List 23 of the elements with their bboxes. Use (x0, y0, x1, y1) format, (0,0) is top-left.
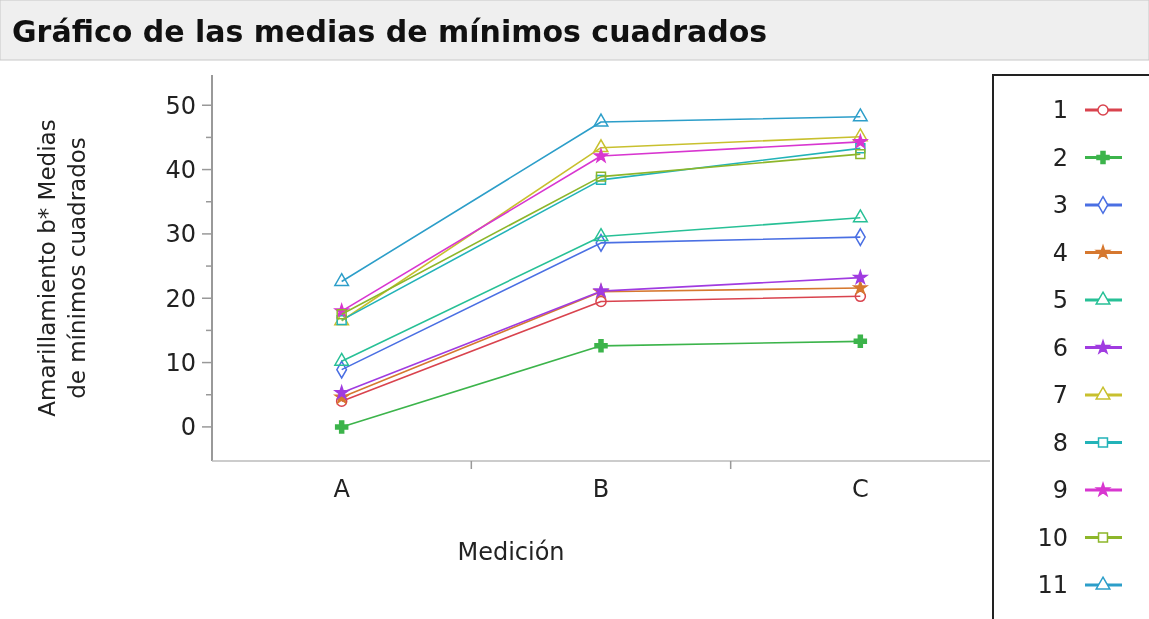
legend-label: 2 (1052, 143, 1068, 172)
legend-label: 5 (1052, 286, 1068, 315)
y-tick-label: 10 (165, 348, 196, 377)
legend-label: 7 (1052, 381, 1068, 410)
y-tick-label: 0 (180, 413, 196, 442)
legend-label: 1 (1052, 96, 1068, 125)
legend-label: 9 (1052, 476, 1068, 505)
y-tick-label: 40 (165, 155, 196, 184)
legend-label: 10 (1037, 523, 1068, 552)
y-tick-label: 50 (165, 91, 196, 120)
x-axis-title: Medición (457, 538, 565, 566)
y-tick-label: 30 (165, 220, 196, 249)
legend-label: 8 (1052, 428, 1068, 457)
x-tick-label: B (592, 475, 610, 503)
legend-label: 4 (1052, 238, 1068, 267)
legend-label: 3 (1052, 191, 1068, 220)
legend-label: 11 (1037, 571, 1068, 600)
y-tick-label: 20 (165, 284, 196, 313)
chart-title: Gráfico de las medias de mínimos cuadrados (12, 14, 768, 49)
legend-label: 6 (1052, 333, 1068, 362)
x-tick-label: C (851, 475, 869, 503)
x-tick-label: A (333, 475, 351, 503)
y-axis-title: Amarillamiento b* Medias de mínimos cuadrados (34, 119, 90, 417)
